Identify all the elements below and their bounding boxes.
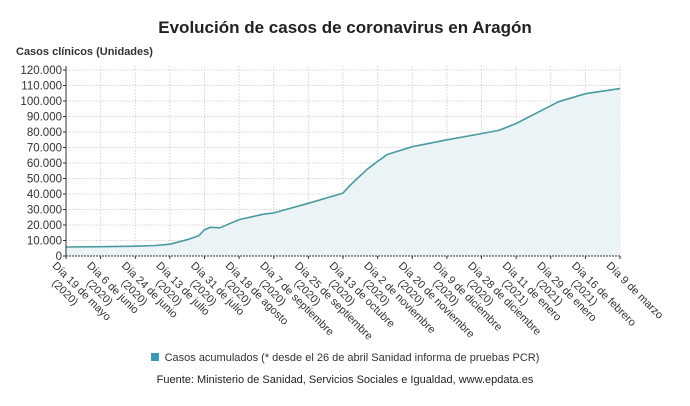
y-tick-label: 120.000	[20, 65, 62, 77]
y-tick-label: 100.000	[20, 96, 62, 108]
y-tick-label: 60.000	[27, 158, 62, 170]
x-tick-label: Día 9 de marzo	[604, 260, 666, 322]
source-note: Fuente: Ministerio de Sanidad, Servicios…	[156, 374, 534, 386]
x-tick-date: Día 9 de marzo	[604, 260, 666, 322]
y-tick-label: 90.000	[27, 112, 62, 124]
y-axis-label: Casos clínicos (Unidades)	[16, 46, 153, 58]
y-tick-label: 70.000	[27, 143, 62, 155]
legend: Casos acumulados (* desde el 26 de abril…	[0, 352, 690, 364]
y-tick-label: 50.000	[27, 174, 62, 186]
legend-label: Casos acumulados (* desde el 26 de abril…	[164, 352, 540, 364]
y-tick-label: 80.000	[27, 127, 62, 139]
series-line	[65, 87, 621, 248]
y-tick-label: 0	[56, 251, 62, 263]
chart-title: Evolución de casos de coronavirus en Ara…	[158, 18, 532, 37]
series-area	[66, 88, 620, 256]
y-tick-label: 20.000	[27, 220, 62, 232]
y-tick-label: 110.000	[21, 81, 62, 93]
y-tick-label: 40.000	[27, 189, 62, 201]
y-tick-label: 30.000	[27, 205, 62, 217]
legend-swatch	[150, 353, 159, 361]
y-tick-label: 10.000	[27, 236, 62, 248]
